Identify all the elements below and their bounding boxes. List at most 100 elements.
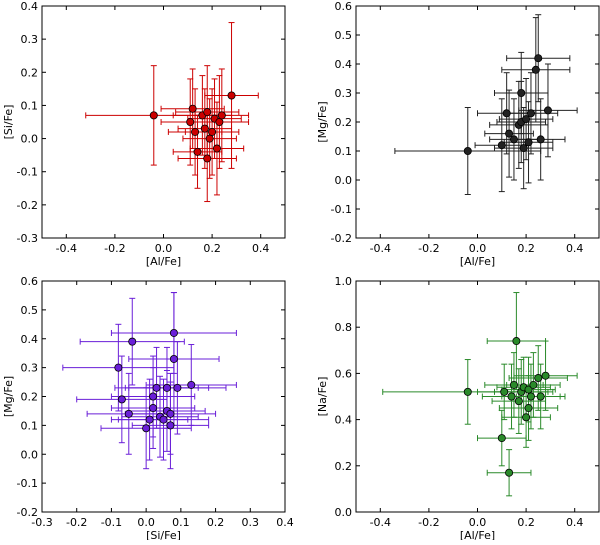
x-tick-label: -0.2	[104, 242, 125, 255]
y-tick-label: -0.2	[17, 199, 38, 212]
y-tick-label: 0.5	[335, 29, 353, 42]
x-tick-label: 0.0	[137, 516, 155, 529]
data-point	[124, 409, 133, 418]
x-tick-label: 0.4	[566, 242, 584, 255]
x-tick-label: 0.4	[276, 516, 294, 529]
x-tick-label: -0.4	[370, 516, 391, 529]
data-point	[512, 337, 521, 346]
x-tick-label: 0.0	[155, 242, 173, 255]
x-tick-label: -0.3	[31, 516, 52, 529]
data-point	[463, 387, 472, 396]
data-point	[529, 380, 538, 389]
data-point	[117, 395, 126, 404]
x-tick-label: 0.4	[566, 516, 584, 529]
data-point	[524, 404, 533, 413]
data-point	[534, 374, 543, 383]
y-tick-label: -0.2	[331, 232, 352, 245]
y-tick-label: 0.0	[335, 174, 353, 187]
y-axis-label: [Mg/Fe]	[2, 376, 15, 417]
y-tick-label: -0.2	[17, 506, 38, 519]
y-tick-label: 0.8	[335, 321, 353, 334]
y-tick-label: 0.4	[21, 0, 39, 13]
data-point	[186, 118, 195, 127]
data-point	[505, 129, 514, 138]
x-tick-label: 0.2	[207, 516, 225, 529]
y-tick-label: 0.2	[21, 391, 39, 404]
data-point	[193, 147, 202, 156]
data-point	[203, 108, 212, 117]
data-point	[497, 141, 506, 150]
y-tick-label: 0.4	[21, 333, 39, 346]
x-tick-label: 0.3	[242, 516, 260, 529]
data-point	[166, 409, 175, 418]
data-point	[217, 111, 226, 120]
x-tick-label: -0.2	[418, 242, 439, 255]
x-axis-label: [Al/Fe]	[460, 529, 495, 540]
data-point	[215, 118, 224, 127]
data-layer	[62, 292, 237, 470]
data-point	[145, 415, 154, 424]
y-tick-label: 0.0	[335, 506, 353, 519]
y-axis-label: [Mg/Fe]	[316, 101, 329, 142]
data-point	[149, 392, 158, 401]
data-point	[514, 397, 523, 406]
data-point	[524, 138, 533, 147]
data-point	[208, 127, 217, 136]
x-tick-label: 0.0	[469, 242, 487, 255]
data-point	[169, 354, 178, 363]
x-tick-label: -0.1	[101, 516, 122, 529]
y-tick-label: 0.3	[21, 362, 39, 375]
y-tick-label: 0.2	[335, 460, 353, 473]
data-point	[203, 154, 212, 163]
y-tick-label: 0.6	[335, 367, 353, 380]
y-tick-label: 0.1	[335, 145, 353, 158]
data-point	[543, 106, 552, 115]
x-tick-label: -0.4	[56, 242, 77, 255]
y-tick-label: 1.0	[335, 275, 353, 288]
data-point	[526, 392, 535, 401]
data-point	[149, 111, 158, 120]
data-point	[159, 415, 168, 424]
data-layer	[382, 292, 578, 497]
x-tick-label: -0.4	[370, 242, 391, 255]
axes-frame	[355, 5, 600, 239]
y-tick-label: 0.0	[21, 133, 39, 146]
x-tick-label: 0.2	[517, 516, 535, 529]
data-point	[502, 109, 511, 118]
data-layer	[394, 14, 578, 195]
y-tick-label: 0.4	[335, 58, 353, 71]
data-point	[200, 124, 209, 133]
data-point	[536, 392, 545, 401]
y-axis-label: [Si/Fe]	[2, 105, 15, 140]
y-tick-label: 0.3	[21, 33, 39, 46]
data-point	[519, 144, 528, 153]
x-tick-label: 0.4	[252, 242, 270, 255]
x-tick-label: -0.2	[66, 516, 87, 529]
y-tick-label: -0.1	[331, 203, 352, 216]
x-axis-label: [Si/Fe]	[146, 529, 181, 540]
data-point	[541, 371, 550, 380]
y-tick-label: 0.2	[335, 116, 353, 129]
data-point	[509, 380, 518, 389]
data-point	[166, 421, 175, 430]
y-tick-label: 0.1	[21, 99, 39, 112]
y-axis-label: [Na/Fe]	[316, 377, 329, 417]
data-point	[187, 380, 196, 389]
data-point	[128, 337, 137, 346]
x-tick-label: 0.2	[517, 242, 535, 255]
data-point	[152, 383, 161, 392]
y-tick-label: 0.2	[21, 66, 39, 79]
y-tick-label: 0.1	[21, 419, 39, 432]
data-point	[507, 392, 516, 401]
data-point	[531, 65, 540, 74]
data-point	[497, 434, 506, 443]
y-tick-label: 0.3	[335, 87, 353, 100]
data-point	[517, 89, 526, 98]
data-point	[162, 383, 171, 392]
data-point	[536, 135, 545, 144]
data-point	[212, 144, 221, 153]
data-point	[522, 115, 531, 124]
y-tick-label: 0.4	[335, 414, 353, 427]
y-tick-label: 0.0	[21, 448, 39, 461]
